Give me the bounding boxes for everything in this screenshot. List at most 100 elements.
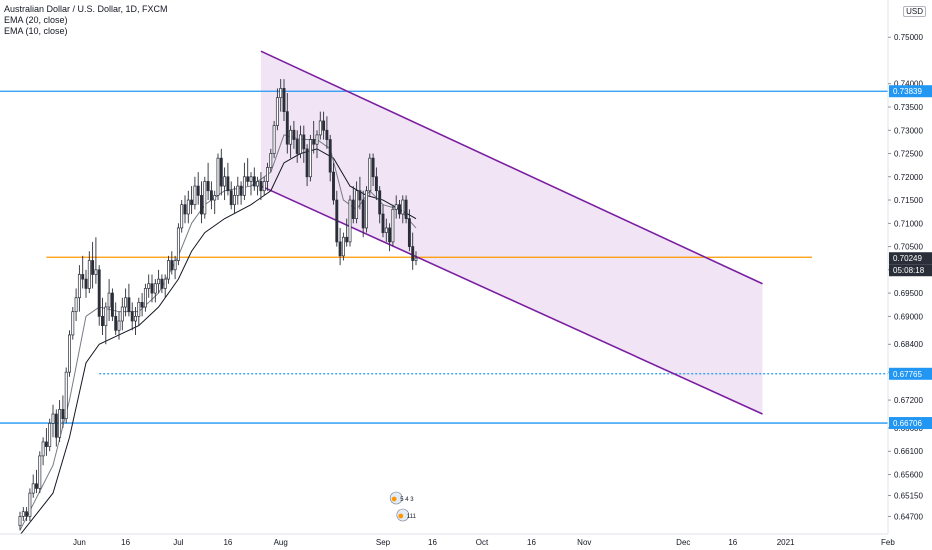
candle-52	[190, 186, 194, 214]
candle-36	[137, 297, 141, 326]
candle-23	[94, 237, 98, 284]
candle-body	[328, 139, 332, 173]
candle-66	[236, 176, 240, 205]
legend-title[interactable]: Australian Dollar / U.S. Dollar, 1D, FXC…	[4, 4, 168, 14]
label-last-bg	[889, 252, 932, 265]
candle-body	[31, 483, 35, 494]
candle-97	[338, 227, 342, 266]
legend-ema10[interactable]: EMA (10, close)	[4, 26, 68, 36]
candle-98	[341, 232, 345, 261]
candle-body	[388, 227, 392, 243]
candle-55	[200, 181, 203, 224]
candle-7	[41, 437, 45, 466]
candle-body	[110, 292, 114, 317]
candle-106	[368, 153, 372, 196]
event-badge-top-text: 5 4 3	[400, 497, 414, 503]
candle-69	[246, 158, 250, 187]
candle-body	[295, 139, 299, 154]
candle-body	[381, 213, 385, 233]
x-tick-label: 16	[728, 538, 737, 547]
candle-30	[117, 311, 121, 340]
y-tick-label: 0.65600	[894, 471, 923, 480]
y-tick-label: 0.75000	[894, 33, 923, 42]
legend-ema20[interactable]: EMA (20, close)	[4, 15, 68, 25]
candle-body	[269, 153, 273, 168]
candle-body	[186, 199, 190, 215]
candle-86	[302, 125, 306, 163]
candle-body	[140, 302, 144, 308]
candle-18	[77, 265, 81, 312]
candle-109	[378, 186, 382, 224]
candle-body	[299, 134, 302, 154]
candle-body	[206, 181, 210, 192]
y-tick-label: 0.67200	[894, 396, 923, 405]
candle-25	[101, 297, 104, 335]
event-badge-bottom: 111	[396, 508, 417, 522]
candle-body	[365, 190, 368, 229]
candle-body	[401, 199, 405, 215]
candle-body	[38, 455, 42, 489]
candle-body	[229, 190, 233, 206]
label-667-bg	[889, 417, 932, 430]
candle-body	[256, 181, 260, 187]
x-tick-label: 16	[223, 538, 232, 547]
label-738-bg	[889, 85, 932, 98]
candle-61	[219, 148, 223, 196]
y-tick-label: 0.71000	[894, 219, 923, 228]
candle-71	[252, 167, 256, 191]
event-badge-top: 5 4 3	[389, 491, 414, 505]
candle-67	[239, 181, 243, 205]
x-tick-label: 16	[121, 538, 130, 547]
candle-115	[398, 200, 401, 219]
candle-89	[312, 120, 316, 154]
candle-117	[404, 195, 408, 224]
candle-body	[97, 269, 101, 317]
candle-body	[216, 157, 220, 196]
candle-58	[209, 181, 213, 210]
candle-53	[193, 176, 197, 210]
candle-body	[414, 257, 418, 261]
candle-50	[183, 195, 187, 224]
candle-body	[51, 413, 55, 424]
candle-14	[64, 367, 68, 424]
candle-body	[114, 315, 118, 331]
candle-48	[176, 223, 180, 266]
candle-body	[150, 283, 154, 294]
candle-body	[279, 88, 283, 99]
candle-body	[289, 129, 293, 145]
candle-body	[61, 409, 65, 420]
candle-body	[345, 236, 349, 243]
candle-35	[134, 307, 137, 335]
candle-40	[150, 274, 154, 303]
x-tick-label: Dec	[676, 538, 690, 547]
candle-body	[117, 320, 121, 331]
candle-body	[147, 283, 151, 289]
label-last: 0.70249	[889, 252, 932, 265]
candle-body	[64, 371, 68, 420]
candle-body	[127, 297, 131, 313]
candle-15	[68, 330, 71, 377]
candle-body	[348, 199, 352, 243]
candle-body	[35, 483, 38, 489]
candle-21	[87, 251, 91, 294]
candle-34	[130, 302, 134, 331]
currency-badge[interactable]: USD	[903, 6, 926, 17]
label-time-text: 05:08:18	[893, 266, 925, 275]
candle-body	[378, 190, 382, 215]
label-last-text: 0.70249	[893, 254, 922, 263]
candle-body	[41, 441, 45, 457]
candle-body	[292, 129, 296, 140]
candle-118	[407, 209, 411, 252]
candle-8	[44, 427, 48, 456]
candle-body	[153, 283, 157, 294]
candle-body	[236, 185, 240, 196]
candle-81	[285, 93, 289, 154]
candle-body	[249, 176, 253, 182]
candle-38	[143, 283, 147, 312]
y-tick-label: 0.72500	[894, 150, 923, 159]
candle-47	[173, 255, 177, 280]
candle-body	[341, 236, 345, 257]
candle-72	[256, 176, 260, 196]
